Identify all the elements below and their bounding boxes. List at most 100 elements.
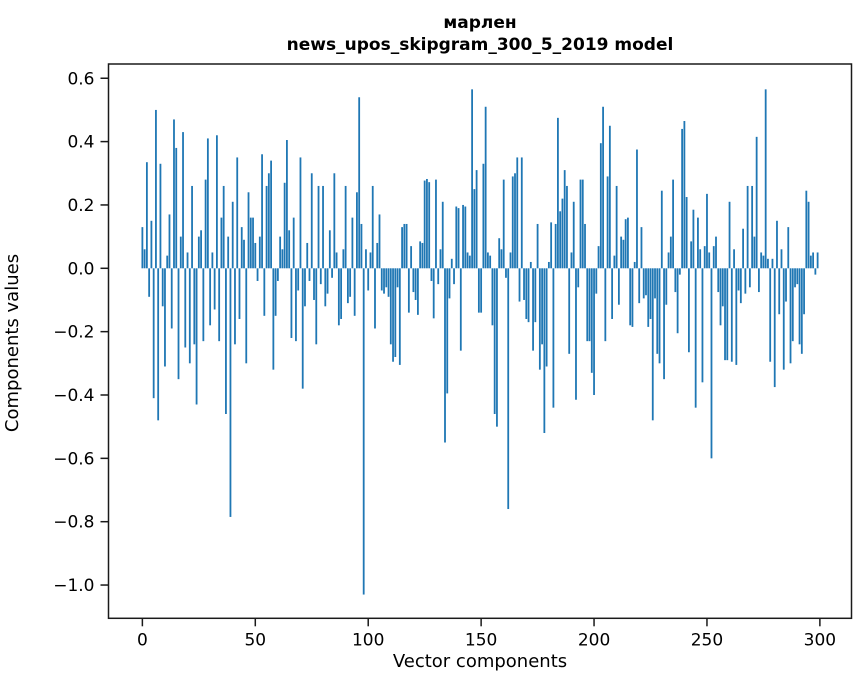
bar bbox=[771, 258, 774, 269]
bar bbox=[493, 268, 496, 414]
bar bbox=[611, 268, 614, 319]
bar bbox=[629, 268, 632, 326]
bar bbox=[699, 249, 702, 269]
bar bbox=[182, 132, 184, 269]
plot-border bbox=[107, 63, 853, 620]
bar bbox=[590, 268, 593, 373]
bar bbox=[177, 268, 180, 380]
bar bbox=[645, 268, 647, 296]
bar bbox=[769, 268, 772, 362]
x-tick-label: 250 bbox=[691, 630, 723, 650]
bar bbox=[697, 217, 699, 269]
bar bbox=[751, 185, 754, 269]
bar bbox=[615, 185, 618, 269]
y-tick-label: −0.4 bbox=[53, 386, 94, 406]
bar bbox=[317, 185, 320, 269]
bar bbox=[322, 185, 324, 269]
bar bbox=[164, 268, 166, 367]
bar bbox=[157, 268, 160, 421]
bar bbox=[706, 193, 708, 269]
bar bbox=[487, 252, 489, 269]
bar bbox=[599, 143, 602, 269]
bar bbox=[532, 268, 534, 351]
bar bbox=[295, 268, 297, 342]
bar bbox=[428, 182, 431, 269]
bar bbox=[245, 268, 248, 364]
bar bbox=[480, 268, 483, 313]
bar bbox=[272, 268, 275, 370]
bar bbox=[184, 268, 187, 348]
bar bbox=[430, 268, 433, 281]
bar bbox=[579, 179, 582, 269]
bar bbox=[462, 204, 464, 269]
bar bbox=[692, 209, 695, 269]
bar bbox=[782, 268, 785, 370]
bar bbox=[335, 252, 338, 269]
bar bbox=[304, 268, 306, 307]
bar bbox=[622, 239, 625, 269]
bar bbox=[238, 268, 241, 319]
bar bbox=[789, 268, 792, 364]
bar bbox=[663, 268, 665, 380]
bar bbox=[724, 268, 726, 361]
bar bbox=[809, 255, 812, 269]
bar bbox=[358, 97, 361, 269]
bar bbox=[509, 252, 512, 269]
bar bbox=[195, 268, 198, 405]
bar bbox=[511, 176, 514, 269]
bar bbox=[333, 173, 336, 269]
bar bbox=[439, 249, 442, 269]
bar bbox=[209, 268, 212, 326]
bar bbox=[674, 268, 677, 293]
bar bbox=[326, 268, 329, 294]
bar bbox=[367, 268, 370, 291]
bar bbox=[703, 246, 706, 269]
bar bbox=[507, 268, 510, 510]
bar bbox=[173, 119, 175, 269]
bar bbox=[572, 201, 575, 269]
bar bbox=[807, 201, 810, 269]
bar bbox=[608, 125, 611, 269]
bar bbox=[412, 268, 415, 293]
bar bbox=[654, 268, 656, 299]
bar bbox=[213, 268, 216, 310]
bar bbox=[791, 268, 794, 342]
bar bbox=[484, 106, 487, 269]
bar bbox=[453, 268, 455, 285]
bar bbox=[656, 268, 659, 354]
y-axis-label: Components values bbox=[2, 253, 23, 433]
bar bbox=[597, 246, 600, 269]
y-tick-label: 0.6 bbox=[67, 69, 94, 89]
bar bbox=[586, 268, 589, 342]
bar bbox=[141, 227, 144, 269]
bar bbox=[541, 268, 543, 345]
bar bbox=[561, 198, 564, 269]
bar bbox=[405, 223, 408, 269]
bar bbox=[778, 268, 781, 315]
bar bbox=[468, 255, 471, 269]
bar bbox=[344, 185, 347, 269]
bar bbox=[383, 268, 385, 294]
bar bbox=[667, 252, 670, 269]
bar bbox=[491, 268, 494, 326]
bar bbox=[155, 109, 157, 269]
bar bbox=[193, 268, 196, 345]
bar bbox=[496, 268, 498, 427]
bar bbox=[288, 230, 291, 269]
bar bbox=[773, 268, 776, 388]
bar bbox=[489, 255, 492, 269]
bar bbox=[396, 268, 399, 288]
bar bbox=[624, 219, 627, 269]
bar bbox=[450, 258, 453, 269]
bar bbox=[353, 268, 356, 316]
bar bbox=[188, 268, 191, 364]
bar bbox=[437, 268, 440, 285]
bar bbox=[191, 185, 193, 269]
bar bbox=[798, 268, 801, 345]
chart-title: марлен news_upos_skipgram_300_5_2019 mod… bbox=[108, 12, 852, 56]
bar bbox=[175, 147, 178, 269]
y-ticks-group bbox=[100, 77, 109, 586]
bar bbox=[265, 185, 268, 269]
bar bbox=[767, 258, 769, 269]
bar bbox=[719, 268, 722, 326]
